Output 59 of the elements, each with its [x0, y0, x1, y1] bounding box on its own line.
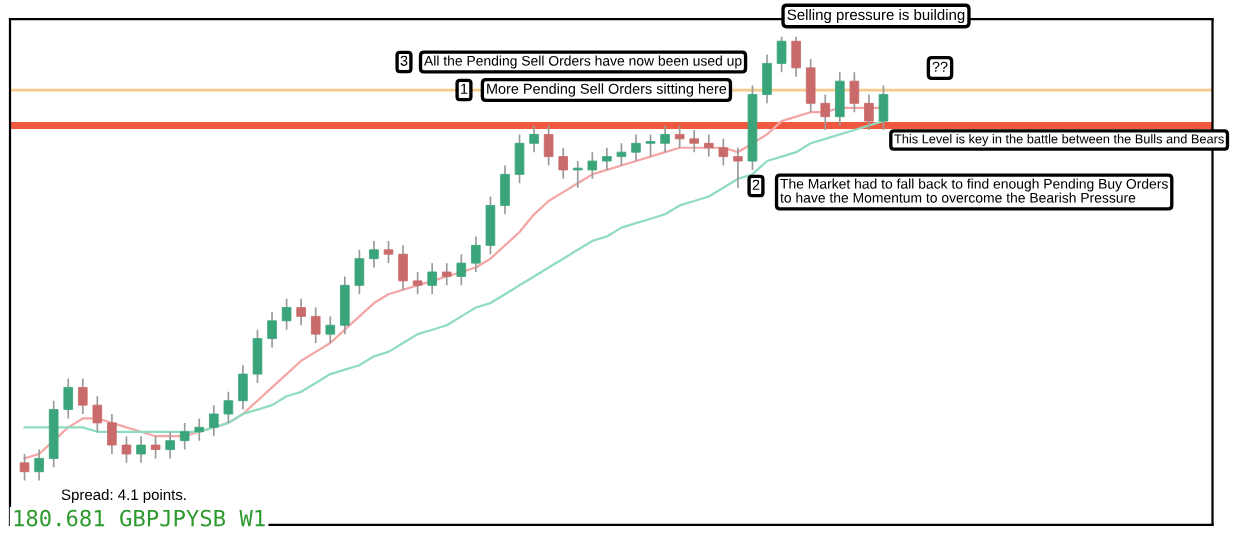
candlestick [223, 390, 234, 424]
candlestick [136, 435, 146, 464]
candlestick [471, 235, 481, 273]
candlestick [864, 93, 874, 131]
candlestick [354, 248, 365, 296]
candlestick [500, 164, 510, 216]
candlestick [529, 124, 539, 154]
candlestick [340, 275, 350, 335]
candlestick [369, 240, 379, 269]
candlestick [107, 413, 117, 455]
candlestick [660, 124, 670, 154]
candlestick [878, 84, 889, 131]
candlestick [121, 435, 132, 464]
candlestick [441, 262, 452, 287]
candlestick [325, 315, 336, 344]
candlestick [267, 311, 277, 349]
candlestick [78, 377, 88, 415]
candlestick [398, 244, 408, 291]
candlestick [572, 160, 583, 189]
candlestick [805, 58, 816, 114]
candlestick [456, 253, 467, 287]
candlestick [34, 448, 44, 482]
candlestick [383, 240, 394, 264]
candlestick [209, 404, 219, 438]
candlestick [19, 453, 30, 482]
candlestick [835, 71, 845, 127]
candlestick [281, 297, 292, 331]
candlestick [150, 435, 161, 460]
candlestick [427, 262, 437, 296]
candlestick [92, 395, 103, 433]
candlestick [238, 364, 248, 411]
candlestick [616, 142, 627, 167]
candlestick [296, 297, 306, 327]
candlestick [718, 138, 729, 167]
candlestick [820, 93, 831, 131]
candlestick [689, 129, 700, 154]
candlestick [543, 124, 554, 167]
candlestick [733, 146, 743, 189]
candlestick [310, 306, 321, 344]
candlestick [63, 377, 74, 420]
candlestick [704, 133, 714, 158]
candlestick [165, 430, 175, 460]
candlestick [485, 195, 496, 256]
text: 180.681 GBPJPYSB W1 [14, 509, 265, 527]
candlestick [674, 124, 685, 149]
candlestick [252, 328, 263, 384]
candlestick [412, 271, 423, 296]
candlestick [587, 151, 598, 180]
candlestick [762, 53, 772, 105]
candlestick [776, 35, 787, 74]
candlestick [645, 133, 656, 158]
candlestick [849, 71, 860, 114]
candlestick [558, 146, 568, 180]
candlestick [791, 35, 801, 78]
candlestick [514, 133, 525, 185]
candlestick [631, 133, 641, 162]
candlestick [179, 422, 190, 451]
candlestick [602, 146, 612, 171]
candlestick [194, 417, 205, 442]
